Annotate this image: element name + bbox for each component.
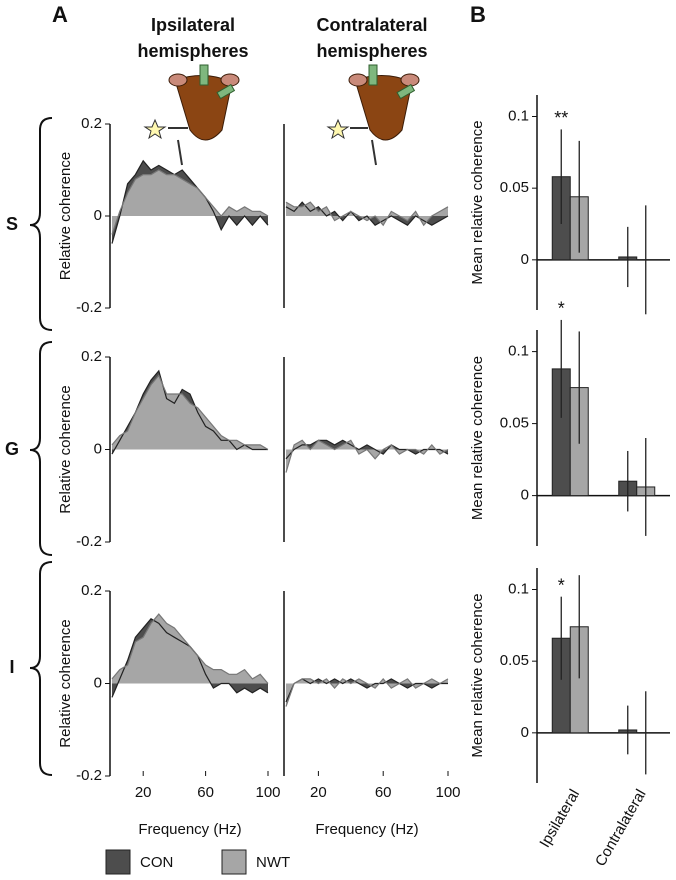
column-title: Contralateral [316, 15, 427, 35]
area-line [285, 201, 449, 227]
area-fill [112, 170, 268, 235]
legend-label: CON [140, 854, 173, 871]
row-brace [29, 561, 53, 776]
y-tick-label: 0 [521, 724, 529, 741]
x-tick-label: 100 [435, 784, 460, 801]
y-tick-label: 0 [94, 674, 102, 691]
y-tick-label: 0.2 [81, 582, 102, 599]
area-line [111, 169, 269, 235]
area-line [285, 439, 449, 460]
x-tick-label: 20 [310, 784, 327, 801]
area-line [111, 369, 268, 455]
row-label: S [6, 214, 18, 234]
rat-illustration [143, 64, 240, 166]
area-line [111, 613, 269, 684]
legend-swatch [221, 849, 247, 875]
y-tick-label: -0.2 [76, 299, 102, 316]
column-title: hemispheres [316, 41, 427, 61]
row-brace [29, 341, 53, 556]
significance-marker: ** [554, 108, 568, 128]
row-label: I [9, 657, 14, 677]
y-tick-label: 0.05 [500, 415, 529, 432]
area-fill [286, 678, 448, 707]
y-axis-label: Mean relative coherence [469, 120, 486, 284]
x-tick-label: 60 [197, 784, 214, 801]
area-line [111, 374, 269, 451]
panel-label: B [470, 2, 486, 27]
area-fill [112, 375, 268, 450]
y-axis-label: Mean relative coherence [469, 356, 486, 520]
column-title: Ipsilateral [151, 15, 235, 35]
x-tick-label: Contralateral [592, 786, 650, 869]
y-tick-label: 0.05 [500, 179, 529, 196]
x-tick-label: Ipsilateral [536, 786, 583, 850]
y-tick-label: 0.2 [81, 115, 102, 132]
legend-label: NWT [256, 854, 290, 871]
area-line [285, 677, 449, 707]
row-label: G [5, 439, 19, 459]
y-tick-label: 0 [94, 207, 102, 224]
area-fill [286, 678, 448, 702]
significance-marker: * [558, 575, 565, 595]
significance-marker: * [558, 299, 565, 319]
y-axis-label: Mean relative coherence [469, 593, 486, 757]
area-line [285, 678, 448, 703]
y-tick-label: 0.1 [508, 107, 529, 124]
area-fill [286, 440, 448, 473]
rat-illustration [326, 64, 420, 166]
y-tick-label: 0 [94, 440, 102, 457]
y-tick-label: -0.2 [76, 767, 102, 784]
y-tick-label: 0.2 [81, 348, 102, 365]
y-tick-label: 0.1 [508, 580, 529, 597]
y-axis-label: Relative coherence [57, 152, 74, 280]
area-line [285, 201, 449, 226]
y-tick-label: 0 [521, 487, 529, 504]
x-tick-label: 60 [375, 784, 392, 801]
y-tick-label: -0.2 [76, 533, 102, 550]
x-axis-label: Frequency (Hz) [315, 821, 418, 838]
y-tick-label: 0.1 [508, 343, 529, 360]
column-title: hemispheres [137, 41, 248, 61]
y-axis-label: Relative coherence [57, 385, 74, 513]
x-tick-label: 100 [255, 784, 280, 801]
y-tick-label: 0.05 [500, 652, 529, 669]
x-tick-label: 20 [135, 784, 152, 801]
area-fill [112, 614, 268, 684]
y-axis-label: Relative coherence [57, 619, 74, 747]
area-line [111, 159, 269, 244]
y-tick-label: 0 [521, 251, 529, 268]
area-line [285, 439, 449, 473]
row-brace [29, 117, 53, 331]
x-axis-label: Frequency (Hz) [138, 821, 241, 838]
area-fill [286, 202, 448, 226]
panel-label: A [52, 2, 68, 27]
legend-swatch [105, 849, 131, 875]
